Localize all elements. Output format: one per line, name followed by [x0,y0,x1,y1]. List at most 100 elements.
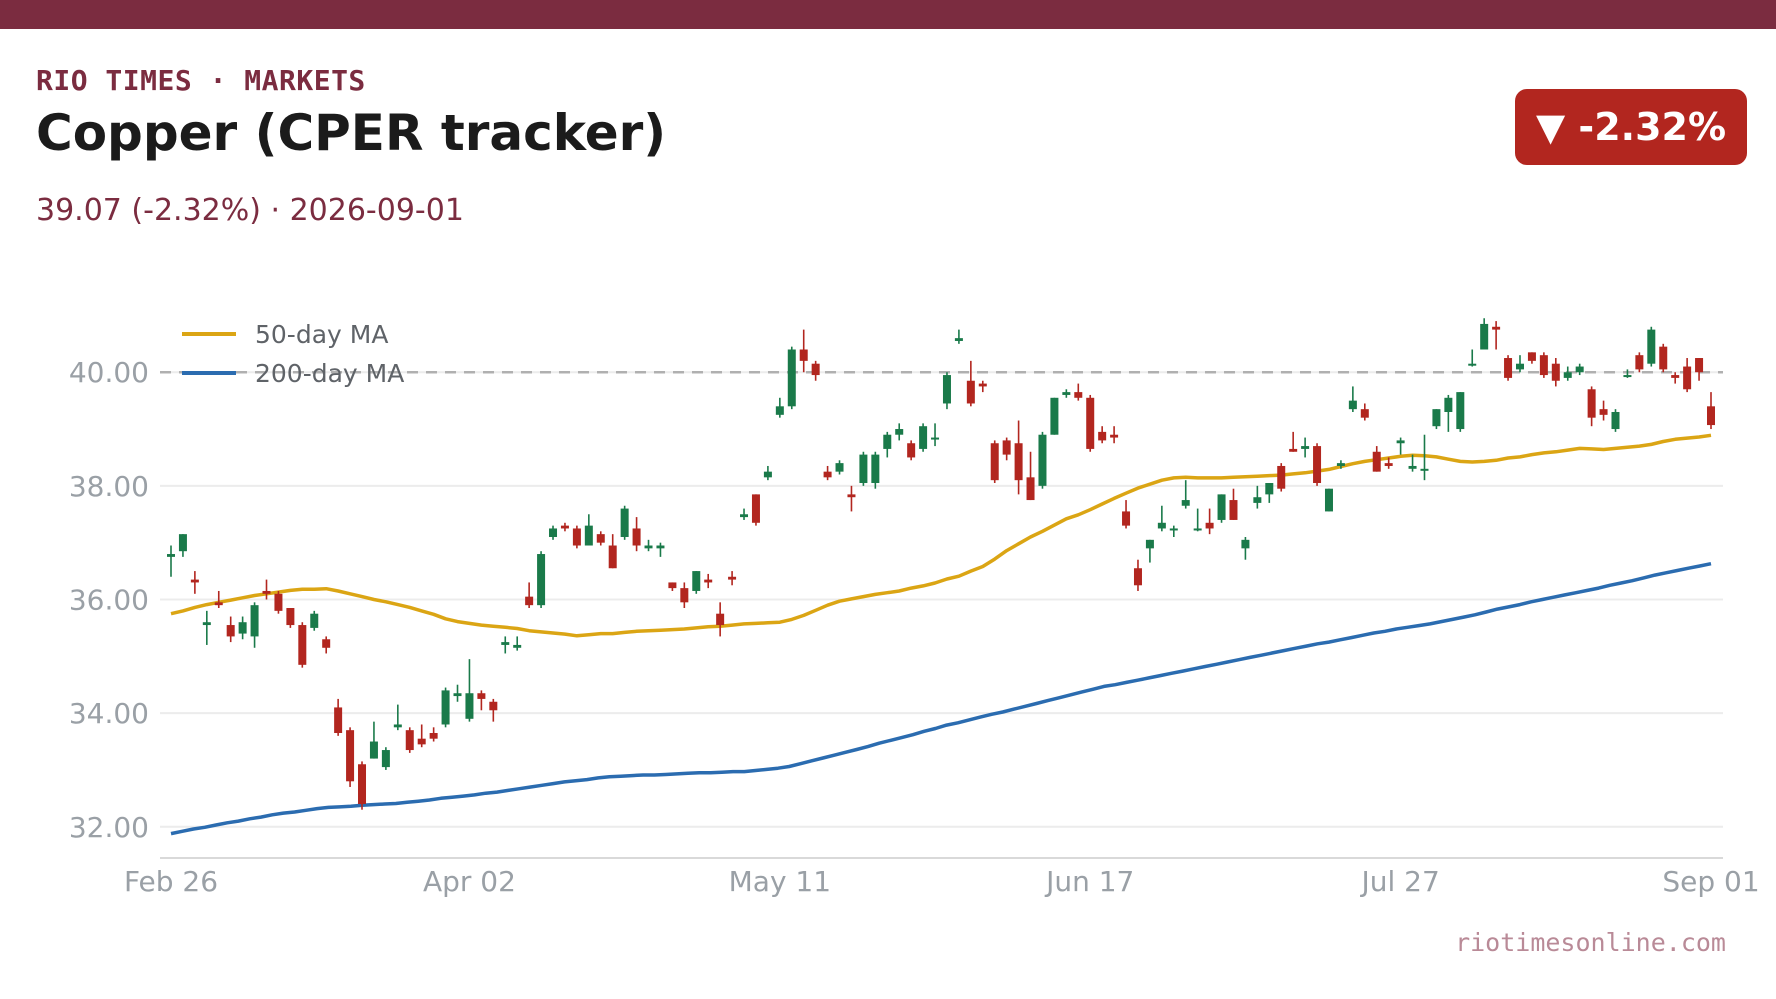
candle-up [883,431,892,458]
candle-body [692,571,701,591]
candle-up [787,346,796,410]
candle-up [835,460,844,475]
candle-up [1480,318,1489,350]
candle-body [441,690,450,725]
candle-down [1707,392,1715,430]
candle-body [751,494,760,523]
candle-up [250,602,259,648]
candle-body [787,349,796,407]
candle-down [274,590,283,614]
candle-body [1659,346,1668,370]
candle-body [1301,446,1310,449]
candle-body [1444,397,1453,412]
candle-down [1205,508,1214,535]
candle-body [1098,431,1107,441]
candle-body [1647,329,1656,364]
candle-body [1313,446,1322,484]
candle-body [1277,465,1286,489]
candle-down [405,727,414,753]
candle-body [1110,434,1119,438]
candle-body [704,579,713,583]
candle-body [417,738,426,745]
candle-body [931,437,940,440]
candle-body [537,554,546,606]
candle-body [358,764,367,805]
candle-up [178,534,187,557]
candle-down [704,573,713,589]
candle-down [1635,352,1644,373]
candle-body [393,724,402,728]
candle-body [238,622,247,634]
candle-up [931,423,940,447]
gridlines [160,371,1723,859]
legend-label: 200-day MA [255,359,404,388]
candle-down [1372,446,1381,472]
footer-source: riotimesonline.com [1455,928,1726,957]
candle-down [799,329,808,373]
candle-down [1289,431,1298,452]
chart-legend: 50-day MA 200-day MA [182,320,404,388]
candle-body [226,625,235,637]
candle-down [1384,457,1393,469]
candle-down [1098,426,1107,444]
y-tick-label: 40.00 [69,356,149,389]
candle-up [381,747,390,770]
candle-up [1611,409,1620,432]
candle-up [1563,366,1572,381]
candle-body [525,596,534,606]
candle-down [1587,386,1596,427]
candle-down [262,579,271,600]
candle-down [1133,559,1142,591]
candle-body [1229,500,1238,520]
candle-body [572,528,581,546]
candle-up [1408,454,1417,472]
candle-body [1086,397,1095,449]
candle-up [740,508,749,520]
candle-down [298,622,307,668]
candle-down [1110,426,1119,444]
candle-body [1360,409,1369,418]
x-axis-labels: Feb 26 Apr 02 May 11 Jun 17 Jul 27 Sep 01 [124,865,1760,898]
candle-body [644,545,653,549]
candle-body [584,525,593,546]
candle-down [596,531,605,546]
candle-body [1324,488,1333,512]
candle-down [1313,443,1322,486]
candle-up [1241,536,1250,560]
candles [167,318,1715,810]
candle-body [907,443,916,458]
candle-body [274,593,283,611]
candle-down [728,571,737,586]
y-axis-labels: 32.00 34.00 36.00 38.00 40.00 [69,356,149,844]
candle-body [1563,372,1572,378]
legend-item-ma50: 50-day MA [182,320,388,349]
candle-body [871,454,880,484]
candle-down [716,602,725,637]
candle-body [250,605,259,637]
candle-up [1157,505,1166,532]
candle-body [1527,352,1536,361]
candle-down [1002,437,1011,461]
candle-body [1551,363,1560,381]
candle-up [1038,431,1047,489]
page-title: Copper (CPER tracker) [36,104,667,162]
candle-up [763,465,772,481]
candle-down [1551,358,1560,387]
candle-body [501,642,510,645]
candle-down [1695,358,1704,381]
candle-up [954,329,963,344]
candle-body [298,625,307,665]
candle-body [178,534,187,552]
candle-body [1480,323,1489,350]
top-accent-bar [0,0,1776,29]
candle-body [453,693,462,697]
candle-up [775,397,784,418]
candle-down [477,690,486,711]
candle-body [1539,355,1548,376]
candle-body [1133,568,1142,586]
candle-down [1277,463,1286,492]
candle-up [1623,369,1632,378]
candle-body [895,429,904,435]
x-tick-label: Jun 17 [1044,865,1134,898]
candle-body [1515,363,1524,370]
